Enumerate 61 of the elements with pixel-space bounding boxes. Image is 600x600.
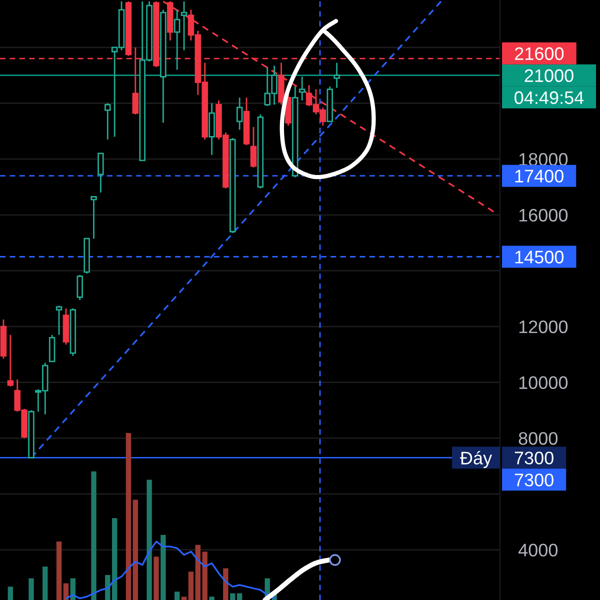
candlestick xyxy=(104,102,111,140)
text: 04:49:54 xyxy=(514,91,584,104)
candlestick xyxy=(334,62,340,89)
y-tick-label: 4000 xyxy=(518,544,558,556)
candlestick xyxy=(28,410,34,458)
candlestick xyxy=(208,102,215,156)
ref-line-label: 14500 xyxy=(515,250,564,264)
candlestick xyxy=(292,86,298,178)
candlestick xyxy=(62,308,70,346)
candlestick xyxy=(243,96,250,146)
bar xyxy=(236,593,242,600)
bar xyxy=(42,566,48,600)
bar xyxy=(146,480,152,600)
text: 7300 xyxy=(514,474,554,486)
candlestick xyxy=(98,152,104,194)
ref-line-label: 7300 xyxy=(514,452,554,464)
bar xyxy=(8,586,14,600)
bar xyxy=(209,596,214,600)
candlestick xyxy=(326,86,333,122)
candlestick xyxy=(48,334,56,362)
candlestick xyxy=(70,308,76,357)
candlestick xyxy=(125,0,132,57)
bar xyxy=(202,552,208,600)
bar xyxy=(181,596,187,600)
y-tick-label: 8000 xyxy=(518,432,558,445)
annotation: Đáy xyxy=(460,451,492,468)
ref-line-label: 17400 xyxy=(515,170,564,183)
candlestick xyxy=(257,114,264,190)
candlestick xyxy=(298,76,306,102)
candlestick xyxy=(160,9,166,124)
candlestick xyxy=(180,0,188,51)
bar xyxy=(56,542,62,600)
bar xyxy=(28,578,34,600)
bar xyxy=(160,534,166,600)
bar xyxy=(188,572,194,600)
candlestick xyxy=(0,318,7,360)
bar xyxy=(91,471,96,600)
bar xyxy=(223,568,228,600)
candlestick xyxy=(250,126,257,168)
bar xyxy=(154,556,159,600)
bar xyxy=(230,593,236,600)
bar xyxy=(132,500,138,600)
candlestick xyxy=(174,9,180,70)
y-tick-label: 16000 xyxy=(519,208,568,222)
ref-line-label: 21600 xyxy=(514,47,564,60)
candlestick xyxy=(7,334,14,388)
ref-line-label: 21000 xyxy=(524,69,574,82)
candlestick xyxy=(278,62,284,106)
candlestick xyxy=(76,274,83,301)
candlestick xyxy=(230,137,236,234)
bar xyxy=(126,433,132,600)
candlestick xyxy=(84,238,90,274)
y-tick-label: 12000 xyxy=(519,320,568,334)
y-tick-label: 10000 xyxy=(519,376,568,390)
bar xyxy=(174,592,180,600)
bar xyxy=(195,544,201,600)
candlestick xyxy=(56,304,62,336)
candlestick xyxy=(285,94,292,126)
candlestick xyxy=(236,96,243,130)
bar xyxy=(112,518,118,600)
candlestick xyxy=(90,196,97,240)
